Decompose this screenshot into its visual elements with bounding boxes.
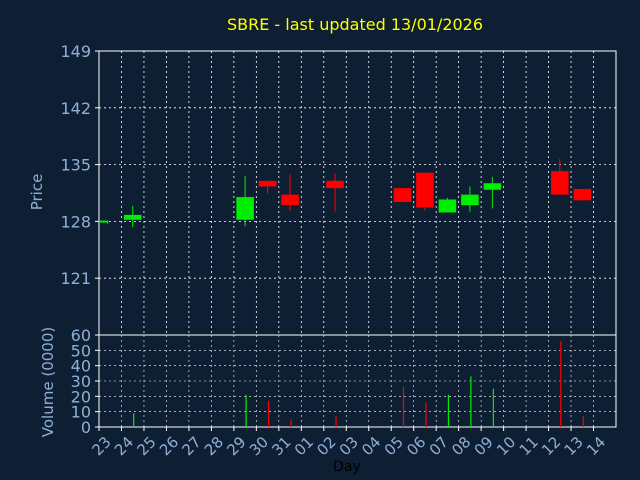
candle-body xyxy=(258,180,277,187)
candle-body xyxy=(461,194,479,206)
x-axis-label: Day xyxy=(333,459,361,475)
price-tick-label: 121 xyxy=(60,269,91,288)
volume-tick-label: 40 xyxy=(71,357,91,376)
volume-axis-label: Volume (0000) xyxy=(39,327,57,437)
candle-body xyxy=(99,220,108,223)
price-tick-label: 128 xyxy=(60,212,91,231)
price-axis-label: Price xyxy=(28,174,46,211)
candle xyxy=(438,197,457,213)
candle-body xyxy=(326,180,344,189)
candle xyxy=(281,174,299,211)
candle-body xyxy=(483,183,502,190)
candle xyxy=(393,188,412,202)
candle-body xyxy=(236,197,254,220)
volume-plot-frame xyxy=(98,334,617,428)
candle xyxy=(258,180,277,194)
price-tick-label: 149 xyxy=(60,42,91,61)
volume-tick-label: 0 xyxy=(81,418,91,437)
candle xyxy=(416,172,434,211)
volume-tick-label: 30 xyxy=(71,372,91,391)
candle-body xyxy=(281,194,299,206)
candle-body xyxy=(551,171,569,195)
volume-tick-label: 50 xyxy=(71,341,91,360)
candle xyxy=(99,220,109,224)
chart-title: SBRE - last updated 13/01/2026 xyxy=(227,15,483,34)
volume-tick-label: 20 xyxy=(71,387,91,406)
volume-tick-label: 10 xyxy=(71,403,91,422)
price-tick-label: 135 xyxy=(60,156,91,175)
x-tick-label: 14 xyxy=(583,433,609,459)
candle xyxy=(326,173,344,212)
candle-body xyxy=(123,214,142,220)
price-plot-frame xyxy=(98,50,617,336)
price-panel: 121 128 135 142 149 xyxy=(60,42,617,336)
candle xyxy=(236,175,254,227)
candle xyxy=(483,176,502,209)
candle xyxy=(573,188,592,201)
x-axis: 2324252627282930310102030405060708091011… xyxy=(89,427,609,459)
candle xyxy=(123,205,142,228)
candle-body xyxy=(573,188,592,201)
candle xyxy=(461,186,479,212)
price-tick-label: 142 xyxy=(60,99,91,118)
candle xyxy=(551,158,569,195)
candle-body xyxy=(416,172,434,208)
candle-body xyxy=(438,199,457,213)
volume-tick-label: 60 xyxy=(71,326,91,345)
candle-body xyxy=(393,188,412,202)
